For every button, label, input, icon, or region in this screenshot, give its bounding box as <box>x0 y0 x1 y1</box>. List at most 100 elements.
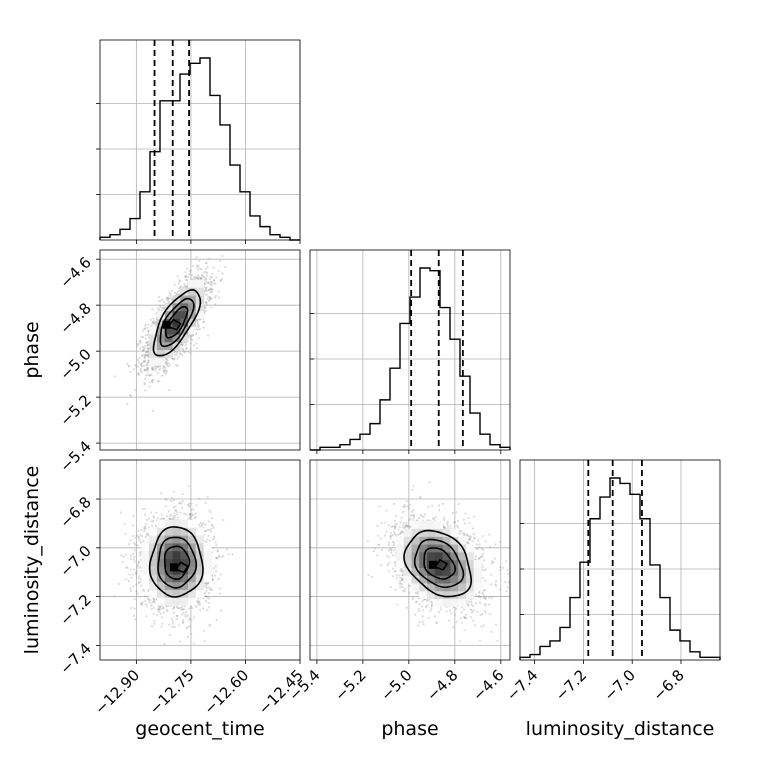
sample-point <box>182 348 185 351</box>
sample-point <box>143 364 146 367</box>
sample-point <box>195 276 198 279</box>
sample-point <box>205 586 209 590</box>
contour-line-0 <box>164 306 189 339</box>
sample-point <box>144 351 147 354</box>
sample-point <box>147 517 151 520</box>
sample-point <box>168 291 171 294</box>
sample-point <box>140 364 143 367</box>
sample-point <box>145 532 148 535</box>
sample-point <box>139 347 142 350</box>
sample-point <box>150 603 153 606</box>
sample-point <box>151 381 154 384</box>
sample-point <box>141 349 144 352</box>
sample-point <box>145 518 148 522</box>
sample-point <box>130 576 133 580</box>
sample-point <box>184 613 187 616</box>
sample-point <box>192 508 195 511</box>
sample-point <box>231 553 234 556</box>
sample-point <box>153 622 156 625</box>
sample-point <box>213 574 216 577</box>
sample-point <box>188 617 191 620</box>
sample-point <box>167 365 170 368</box>
sample-point <box>205 286 208 289</box>
sample-point <box>152 322 156 325</box>
density-cell <box>188 287 197 296</box>
sample-point <box>146 347 149 350</box>
sample-point <box>140 529 143 532</box>
sample-point <box>143 513 147 517</box>
sample-point <box>197 274 200 277</box>
sample-point <box>206 582 209 585</box>
sample-point <box>212 538 215 541</box>
sample-point <box>146 366 149 369</box>
sample-point <box>180 502 183 505</box>
sample-point <box>143 327 146 330</box>
sample-point <box>164 366 167 369</box>
sample-point <box>195 504 198 507</box>
sample-point <box>204 270 208 274</box>
sample-point <box>152 612 155 615</box>
sample-point <box>168 517 171 521</box>
sample-point <box>176 614 179 617</box>
sample-point <box>181 500 184 503</box>
sample-point <box>134 389 137 392</box>
sample-point <box>130 554 133 557</box>
sample-point <box>209 277 212 281</box>
sample-point <box>209 275 212 278</box>
sample-point <box>136 592 139 596</box>
sample-point <box>226 548 229 551</box>
sample-point <box>155 614 159 617</box>
sample-point <box>129 393 132 397</box>
sample-point <box>140 361 143 365</box>
sample-point <box>210 588 213 592</box>
sample-point <box>144 595 147 598</box>
sample-point <box>200 524 203 527</box>
sample-point <box>169 514 172 518</box>
sample-point <box>135 572 138 575</box>
sample-point <box>163 300 166 303</box>
sample-point <box>161 306 165 309</box>
sample-point <box>192 344 195 347</box>
sample-point <box>133 555 136 559</box>
sample-point <box>132 573 135 576</box>
sample-point <box>179 353 182 356</box>
sample-point <box>124 532 127 535</box>
sample-point <box>159 299 162 302</box>
density-cell <box>180 287 189 296</box>
sample-point <box>186 284 189 287</box>
sample-point <box>179 607 182 610</box>
sample-point <box>171 620 175 623</box>
sample-point <box>205 301 208 304</box>
sample-point <box>197 523 200 526</box>
sample-point <box>150 324 153 327</box>
sample-point <box>206 609 209 612</box>
sample-point <box>146 368 149 371</box>
sample-point <box>131 524 134 527</box>
sample-point <box>143 377 147 380</box>
sample-point <box>165 297 168 300</box>
sample-point <box>165 372 168 375</box>
sample-point <box>150 608 153 611</box>
sample-point <box>184 276 187 279</box>
sample-point <box>146 350 149 353</box>
histogram-geocent_time <box>99 57 300 241</box>
sample-point <box>148 374 151 377</box>
sample-point <box>181 608 184 611</box>
sample-point <box>147 373 150 376</box>
sample-point <box>189 512 192 516</box>
sample-point <box>144 603 147 606</box>
sample-point <box>141 603 144 606</box>
sample-point <box>143 368 146 371</box>
sample-point <box>156 608 160 611</box>
sample-point <box>136 359 139 362</box>
sample-point <box>216 550 219 553</box>
sample-point <box>144 523 147 526</box>
sample-point <box>178 352 181 355</box>
sample-point <box>213 535 216 538</box>
density-cell <box>180 310 189 319</box>
sample-point <box>177 607 180 610</box>
sample-point <box>188 625 191 628</box>
sample-point <box>144 389 147 392</box>
sample-point <box>207 281 210 285</box>
sample-point <box>175 617 178 621</box>
